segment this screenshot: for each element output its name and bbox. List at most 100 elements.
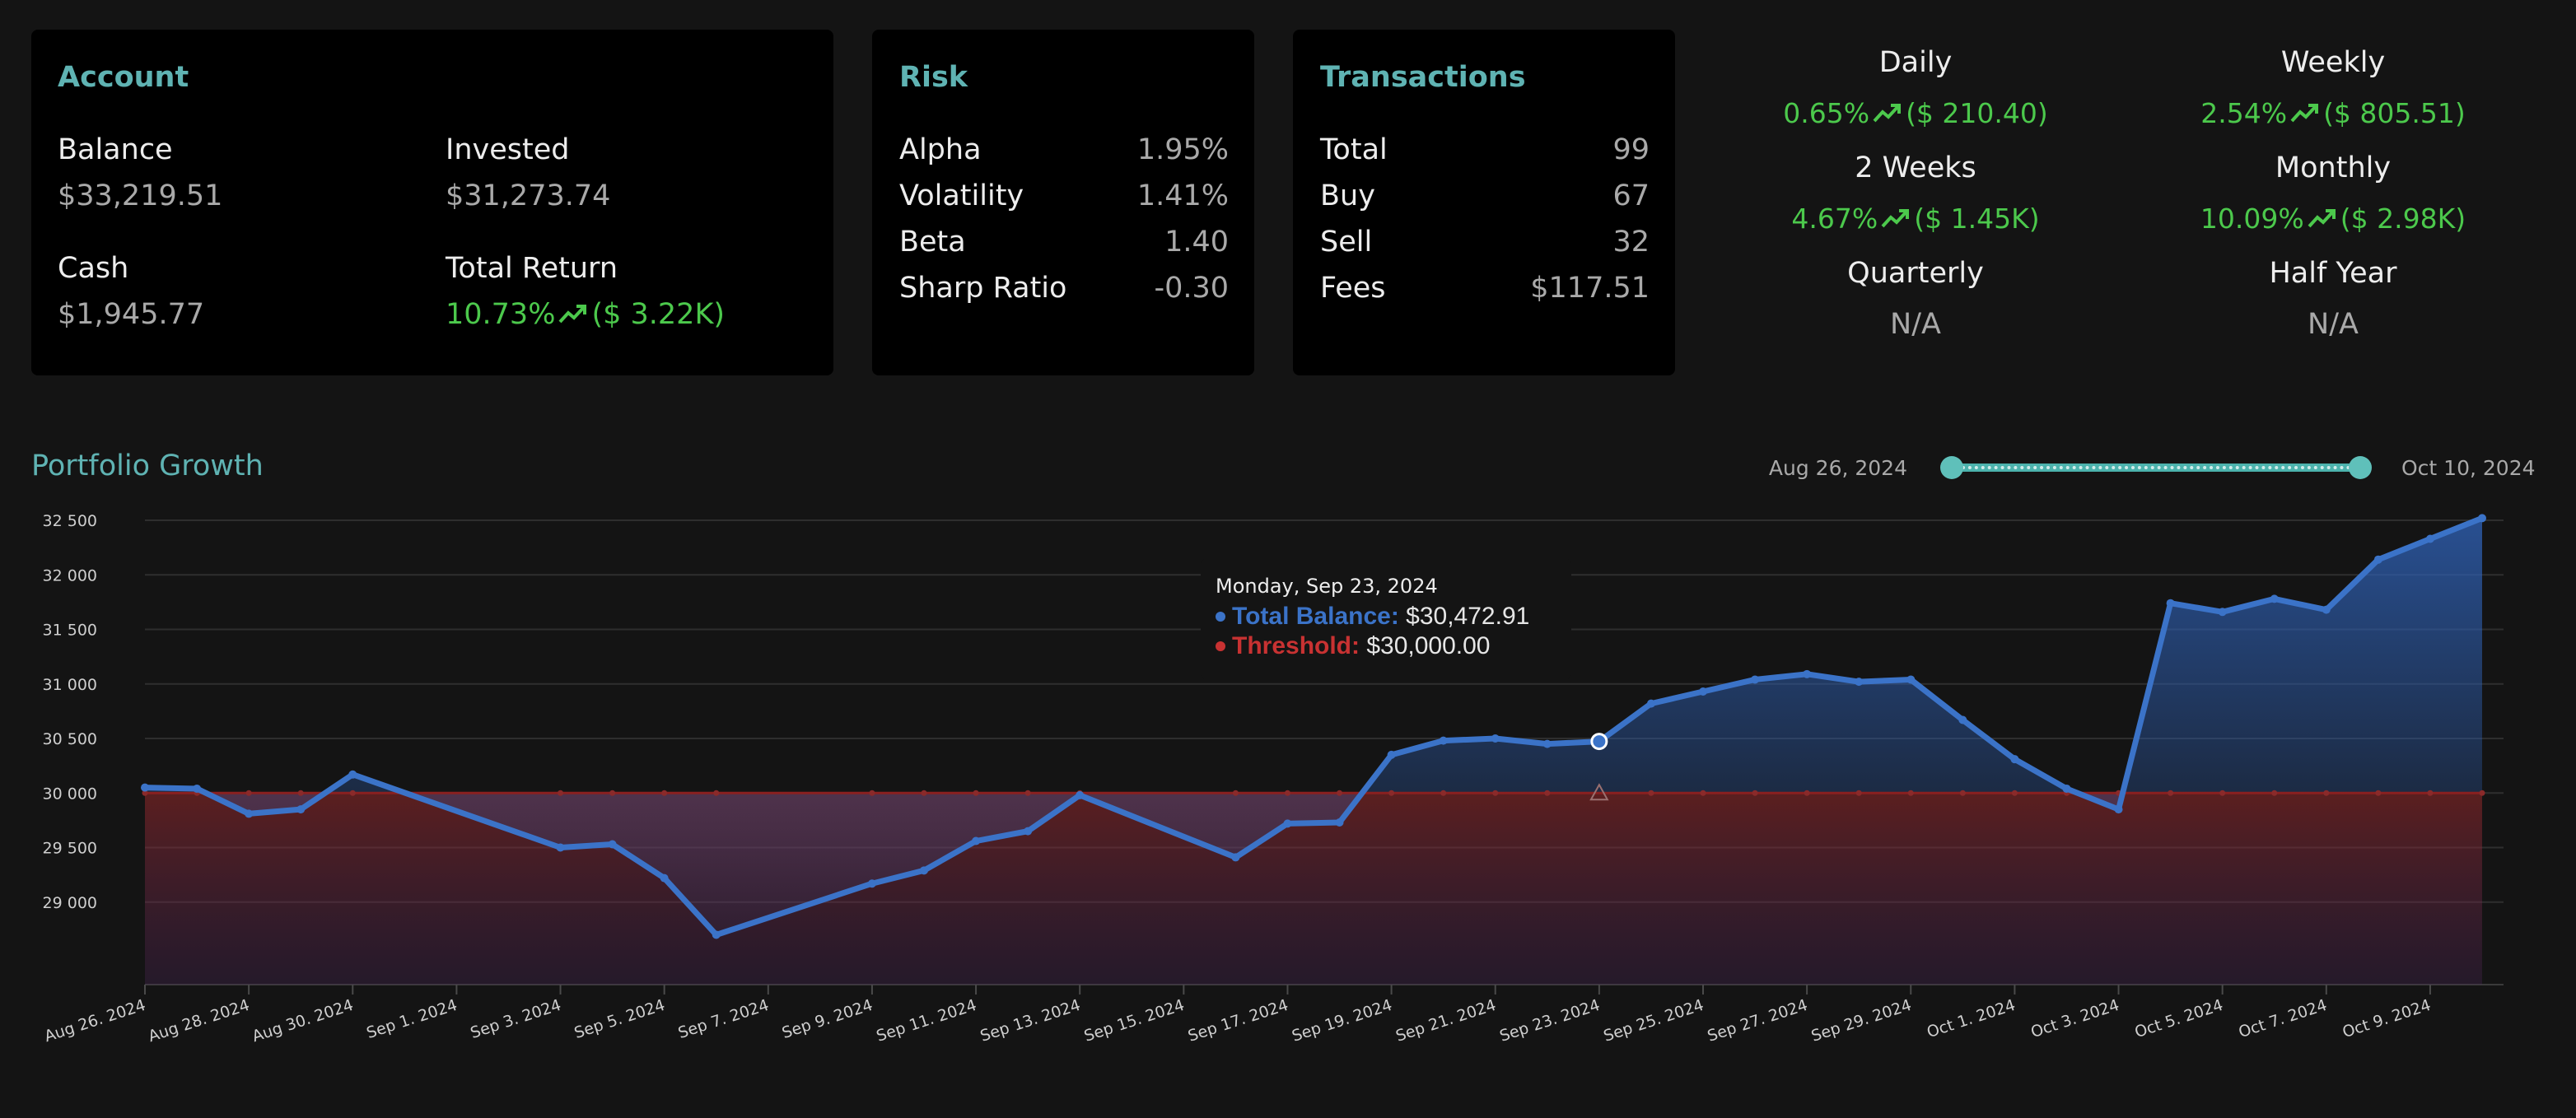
total-return-value: 10.73% ($ 3.22K) [446, 298, 725, 331]
balance-point [1803, 669, 1812, 678]
balance-point [556, 843, 565, 852]
buy-label: Buy [1320, 179, 1375, 212]
cash-value: $1,945.77 [58, 298, 205, 331]
balance-point [867, 879, 876, 888]
threshold-point [1232, 790, 1239, 796]
x-tick-label: Sep 5. 2024 [572, 996, 668, 1042]
threshold-dot [1216, 641, 1225, 651]
fees-value: $117.51 [1530, 272, 1650, 305]
x-tick-label: Sep 29. 2024 [1809, 996, 1914, 1046]
x-tick-label: Sep 21. 2024 [1393, 996, 1498, 1046]
balance-point [2322, 605, 2331, 614]
balance-point [1335, 818, 1344, 827]
trending-up-icon [2308, 209, 2336, 228]
threshold-point [869, 790, 875, 796]
cash-label: Cash [58, 252, 129, 285]
x-tick-label: Sep 1. 2024 [364, 996, 460, 1042]
threshold-point [558, 790, 564, 796]
x-tick-label: Sep 19. 2024 [1290, 996, 1394, 1046]
x-tick-label: Oct 1. 2024 [1925, 996, 2018, 1041]
threshold-point [1024, 790, 1031, 796]
balance-point [1076, 790, 1085, 799]
x-tick-label: Sep 23. 2024 [1497, 996, 1602, 1046]
volatility-value: 1.41% [1136, 179, 1229, 212]
invested-label: Invested [446, 133, 570, 166]
balance-point [2478, 514, 2486, 523]
total-return-pct: 10.73% [446, 298, 556, 331]
perf-value: 2.54% ($ 805.51) [2127, 97, 2539, 129]
threshold-point [1648, 790, 1654, 796]
y-axis-ticks: 32 500 32 000 31 500 31 000 30 500 30 000 29 5… [43, 512, 97, 912]
risk-title: Risk [899, 61, 968, 94]
balance-point [245, 809, 254, 818]
x-tick-label: Sep 15. 2024 [1082, 996, 1187, 1046]
range-start-label: Aug 26, 2024 [1768, 456, 1907, 480]
perf-title: 2 Weeks [1855, 151, 1976, 184]
x-tick-label: Sep 9. 2024 [780, 996, 875, 1042]
y-tick-label: 30 000 [43, 785, 97, 803]
threshold-point [1284, 790, 1290, 796]
threshold-point [2427, 790, 2434, 796]
transactions-card: Transactions Total 99 Buy 67 Sell 32 Fee… [1293, 30, 1675, 375]
transactions-title: Transactions [1320, 61, 1526, 94]
balance-point [1958, 715, 1967, 724]
beta-label: Beta [899, 226, 966, 259]
balance-point [2062, 784, 2071, 793]
threshold-point [2219, 790, 2226, 796]
threshold-point [1440, 790, 1447, 796]
slider-track-dots [1962, 466, 2350, 469]
fees-label: Fees [1320, 272, 1386, 305]
balance-point [348, 770, 357, 779]
x-tick-label: Sep 7. 2024 [676, 996, 772, 1042]
tooltip-threshold-value: $30,000.00 [1366, 632, 1491, 659]
perf-pct: 2.54% [2200, 97, 2288, 129]
tooltip-date: Monday, Sep 23, 2024 [1216, 575, 1438, 598]
perf-value: 4.67% ($ 1.45K) [1710, 203, 2121, 235]
perf-amount: ($ 1.45K) [1914, 203, 2040, 235]
balance-point [660, 873, 669, 883]
date-range-slider[interactable] [1952, 464, 2360, 472]
total-label: Total [1320, 133, 1388, 166]
tooltip-threshold-row: Threshold: $30,000.00 [1216, 632, 1556, 660]
x-tick-label: Sep 17. 2024 [1186, 996, 1290, 1046]
account-title: Account [58, 61, 189, 94]
x-tick-label: Sep 3. 2024 [469, 996, 564, 1042]
tooltip-balance-value: $30,472.91 [1406, 603, 1530, 630]
x-tick-label: Sep 27. 2024 [1706, 996, 1810, 1046]
slider-start-handle[interactable] [1940, 456, 1963, 479]
balance-point [712, 930, 721, 939]
threshold-point [713, 790, 720, 796]
slider-end-handle[interactable] [2349, 456, 2372, 479]
balance-point [2218, 608, 2227, 617]
perf-value: 10.09% ($ 2.98K) [2127, 203, 2539, 235]
x-tick-label: Sep 13. 2024 [978, 996, 1083, 1046]
y-tick-label: 30 500 [43, 730, 97, 748]
y-tick-label: 31 000 [43, 676, 97, 694]
threshold-point [1388, 790, 1395, 796]
trending-up-icon [558, 305, 587, 324]
sell-label: Sell [1320, 226, 1373, 259]
threshold-point [2323, 790, 2330, 796]
total-return-amount: ($ 3.22K) [591, 298, 726, 331]
perf-daily: Daily 0.65% ($ 210.40) [1710, 46, 2121, 129]
balance-point [1906, 675, 1916, 684]
perf-value: 0.65% ($ 210.40) [1710, 97, 2121, 129]
threshold-point [1337, 790, 1343, 796]
perf-title: Half Year [2269, 257, 2397, 290]
perf-na: N/A [2308, 308, 2359, 341]
balance-point [1542, 739, 1552, 748]
range-end-label: Oct 10, 2024 [2401, 456, 2536, 480]
x-tick-label: Aug 26. 2024 [42, 996, 147, 1046]
portfolio-growth-chart[interactable]: 32 500 32 000 31 500 31 000 30 500 30 000 29 5… [0, 510, 2576, 1118]
perf-quarterly: Quarterly N/A [1710, 257, 2121, 341]
threshold-point [2375, 790, 2382, 796]
threshold-point [349, 790, 356, 796]
perf-amount: ($ 2.98K) [2340, 203, 2466, 235]
threshold-point [1804, 790, 1810, 796]
y-tick-label: 29 500 [43, 840, 97, 858]
threshold-point [661, 790, 668, 796]
balance-point [141, 783, 149, 792]
balance-point [1646, 699, 1655, 708]
x-tick-label: Oct 7. 2024 [2237, 996, 2330, 1041]
